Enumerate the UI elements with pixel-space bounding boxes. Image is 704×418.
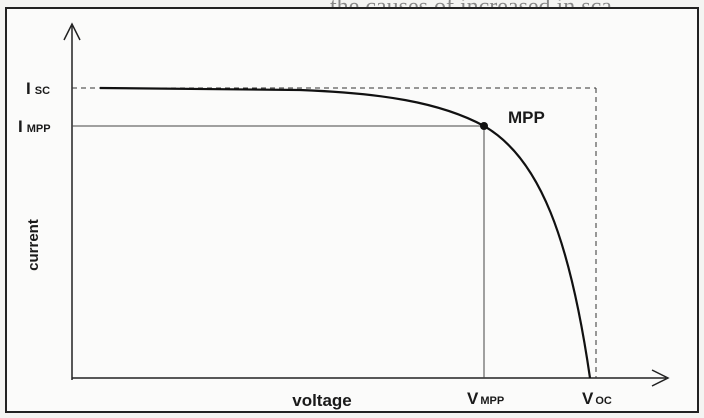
vmpp-sub: MPP [480,395,504,407]
mpp-label: MPP [508,108,545,127]
impp-main: I [18,117,23,136]
isc-label: I SC [26,79,50,98]
y-axis-arrow [63,22,81,41]
mpp-point [480,122,488,130]
frame [5,7,699,413]
voc-sub: OC [595,395,612,407]
voc-label: V OC [582,389,612,408]
impp-sub: MPP [27,123,51,135]
x-axis-arrow [651,369,670,387]
isc-sub: SC [35,85,50,97]
x-axis-label: voltage [292,391,352,410]
iv-curve [99,86,592,379]
vmpp-main: V [467,389,479,408]
voc-main: V [582,389,594,408]
isc-main: I [26,79,31,98]
impp-label: I MPP [18,117,51,136]
y-axis-label: current [25,219,42,271]
vmpp-label: V MPP [467,389,504,408]
